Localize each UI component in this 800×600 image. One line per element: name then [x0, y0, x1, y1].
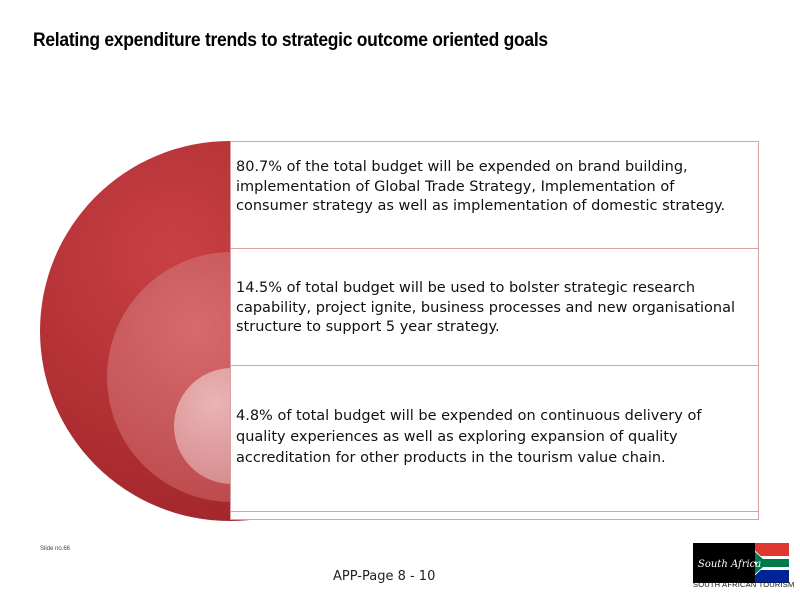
budget-item-2-text: 14.5% of total budget will be used to bo…: [236, 280, 736, 335]
budget-item-2: 14.5% of total budget will be used to bo…: [230, 249, 759, 366]
logo-caption: SOUTH AFRICAN TOURISM: [693, 580, 795, 589]
budget-item-3: 4.8% of total budget will be expended on…: [230, 366, 759, 512]
budget-item-3-text: 4.8% of total budget will be expended on…: [236, 408, 702, 466]
south-africa-flag-logo: South Africa: [693, 543, 789, 583]
budget-item-1: 80.7% of the total budget will be expend…: [230, 141, 759, 249]
logo-wordmark: South Africa: [698, 559, 761, 570]
slide-title: Relating expenditure trends to strategic…: [33, 30, 548, 51]
slide-number: Slide no.66: [40, 546, 71, 552]
budget-item-1-text: 80.7% of the total budget will be expend…: [236, 159, 726, 214]
page-number: APP-Page 8 - 10: [333, 569, 436, 584]
box-footer-strip: [230, 512, 759, 520]
